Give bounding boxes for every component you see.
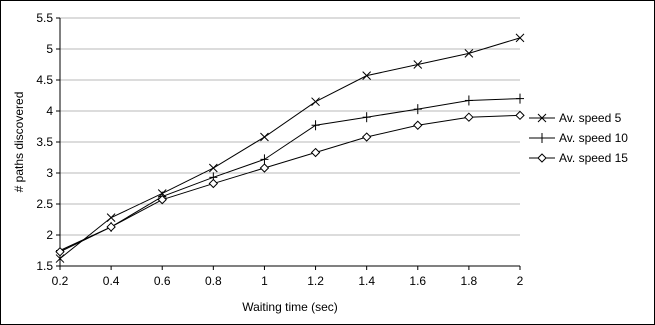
y-tick-label: 3.5 — [36, 135, 53, 149]
x-tick-label: 0.4 — [103, 274, 120, 288]
y-tick-label: 4 — [46, 104, 53, 118]
x-axis-title: Waiting time (sec) — [242, 300, 338, 314]
legend-item: Av. speed 15 — [529, 151, 628, 165]
x-tick-label: 1 — [261, 274, 268, 288]
data-point — [311, 97, 320, 107]
y-tick-label: 5.5 — [36, 11, 53, 25]
data-point — [362, 112, 371, 123]
legend-label: Av. speed 15 — [559, 151, 628, 165]
y-tick-label: 3 — [46, 166, 53, 180]
data-point — [55, 254, 65, 263]
legend-marker — [537, 113, 547, 123]
y-tick-label: 4.5 — [36, 73, 53, 87]
data-point — [106, 222, 116, 232]
x-tick-label: 1.4 — [358, 274, 375, 288]
data-point — [259, 163, 270, 173]
data-point — [311, 120, 320, 131]
legend-marker — [537, 153, 547, 163]
data-point — [55, 247, 65, 257]
data-point — [413, 60, 423, 69]
data-point — [464, 112, 474, 122]
series-line — [59, 114, 521, 253]
x-tick-label: 1.8 — [461, 274, 478, 288]
x-tick-label: 0.8 — [205, 274, 222, 288]
x-tick-label: 2 — [517, 274, 524, 288]
series-2 — [56, 93, 524, 256]
x-tick-label: 1.2 — [307, 274, 324, 288]
legend-item: Av. speed 10 — [529, 131, 628, 145]
x-tick-label: 0.6 — [154, 274, 171, 288]
series-3 — [55, 110, 525, 257]
data-point — [260, 154, 269, 165]
legend-label: Av. speed 10 — [559, 131, 628, 145]
data-point — [413, 120, 423, 130]
series-1 — [55, 33, 525, 263]
data-point — [464, 95, 473, 106]
legend-label: Av. speed 5 — [559, 111, 622, 125]
legend-item: Av. speed 5 — [529, 111, 622, 125]
data-point — [260, 132, 269, 142]
data-point — [310, 147, 321, 158]
y-axis-title: # paths discovered — [12, 92, 26, 193]
data-point — [208, 178, 219, 189]
legend-marker — [538, 133, 546, 143]
data-point — [464, 48, 474, 58]
series-group — [55, 33, 525, 263]
series-line — [59, 98, 521, 251]
axes: 1.5 2 2.5 3 3.5 4 4.5 5 5.5 0.2 0.4 0.6 0.8 1 1.2 1.4 1.… — [36, 11, 523, 288]
data-point — [516, 93, 524, 104]
data-point — [208, 163, 218, 173]
x-tick-label: 0.2 — [52, 274, 69, 288]
data-point — [515, 33, 525, 43]
data-point — [361, 132, 372, 142]
y-tick-label: 2.5 — [36, 197, 53, 211]
series-line — [59, 37, 521, 259]
data-point — [362, 71, 372, 81]
data-point — [515, 110, 525, 121]
data-point — [157, 194, 167, 205]
data-point — [413, 104, 422, 115]
legend: Av. speed 5 Av. speed 10 Av. speed 15 — [529, 111, 628, 165]
data-point — [106, 213, 116, 222]
x-tick-label: 1.6 — [409, 274, 426, 288]
y-tick-label: 1.5 — [36, 259, 53, 273]
y-tick-label: 2 — [46, 228, 53, 242]
y-tick-label: 5 — [46, 42, 53, 56]
